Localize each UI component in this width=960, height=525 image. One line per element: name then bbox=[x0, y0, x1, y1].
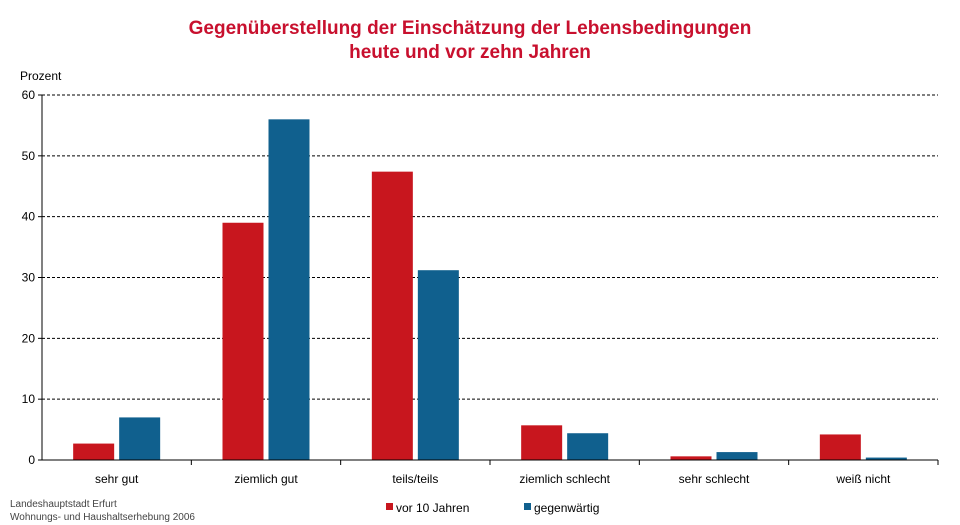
bar-vor-10-jahren bbox=[73, 443, 115, 460]
legend-label: gegenwärtig bbox=[534, 501, 599, 515]
source-line-1: Landeshauptstadt Erfurt bbox=[10, 499, 117, 510]
bar-vor-10-jahren bbox=[222, 222, 264, 460]
legend: vor 10 Jahren gegenwärtig bbox=[386, 501, 599, 515]
x-tick-label: teils/teils bbox=[392, 472, 438, 486]
bar-gegenwaertig bbox=[865, 457, 907, 460]
y-tick-label: 50 bbox=[22, 149, 36, 163]
x-tick-label: weiß nicht bbox=[835, 472, 891, 486]
y-tick-label: 60 bbox=[22, 88, 36, 102]
y-tick-label: 40 bbox=[22, 210, 36, 224]
bar-gegenwaertig bbox=[119, 417, 161, 460]
source-line-2: Wohnungs- und Haushaltserhebung 2006 bbox=[10, 512, 195, 523]
bar-vor-10-jahren bbox=[521, 425, 563, 460]
axes bbox=[38, 94, 939, 465]
chart-title-line-2: heute und vor zehn Jahren bbox=[349, 42, 591, 63]
x-tick-label: ziemlich schlecht bbox=[519, 472, 610, 486]
gridlines bbox=[42, 94, 938, 400]
bar-gegenwaertig bbox=[417, 270, 459, 460]
y-tick-labels: 0 10 20 30 40 50 60 bbox=[22, 88, 36, 467]
bar-vor-10-jahren bbox=[371, 171, 413, 460]
y-tick-label: 20 bbox=[22, 331, 36, 345]
bar-gegenwaertig bbox=[567, 433, 609, 460]
legend-label: vor 10 Jahren bbox=[396, 501, 469, 515]
bar-gegenwaertig bbox=[268, 119, 310, 460]
legend-swatch bbox=[524, 503, 531, 510]
bar-vor-10-jahren bbox=[670, 456, 712, 460]
y-tick-label: 10 bbox=[22, 392, 36, 406]
y-tick-label: 30 bbox=[22, 271, 36, 285]
x-tick-label: sehr gut bbox=[95, 472, 139, 486]
x-tick-labels: sehr gut ziemlich gut teils/teils ziemlich … bbox=[95, 472, 891, 486]
bar-gegenwaertig bbox=[716, 452, 758, 460]
bars bbox=[73, 119, 907, 460]
bar-vor-10-jahren bbox=[819, 434, 861, 460]
y-tick-label: 0 bbox=[28, 453, 35, 467]
x-tick-label: ziemlich gut bbox=[234, 472, 298, 486]
y-axis-label: Prozent bbox=[20, 69, 62, 83]
legend-swatch bbox=[386, 503, 393, 510]
x-tick-label: sehr schlecht bbox=[679, 472, 750, 486]
chart-title-line-1: Gegenüberstellung der Einschätzung der L… bbox=[189, 18, 752, 39]
